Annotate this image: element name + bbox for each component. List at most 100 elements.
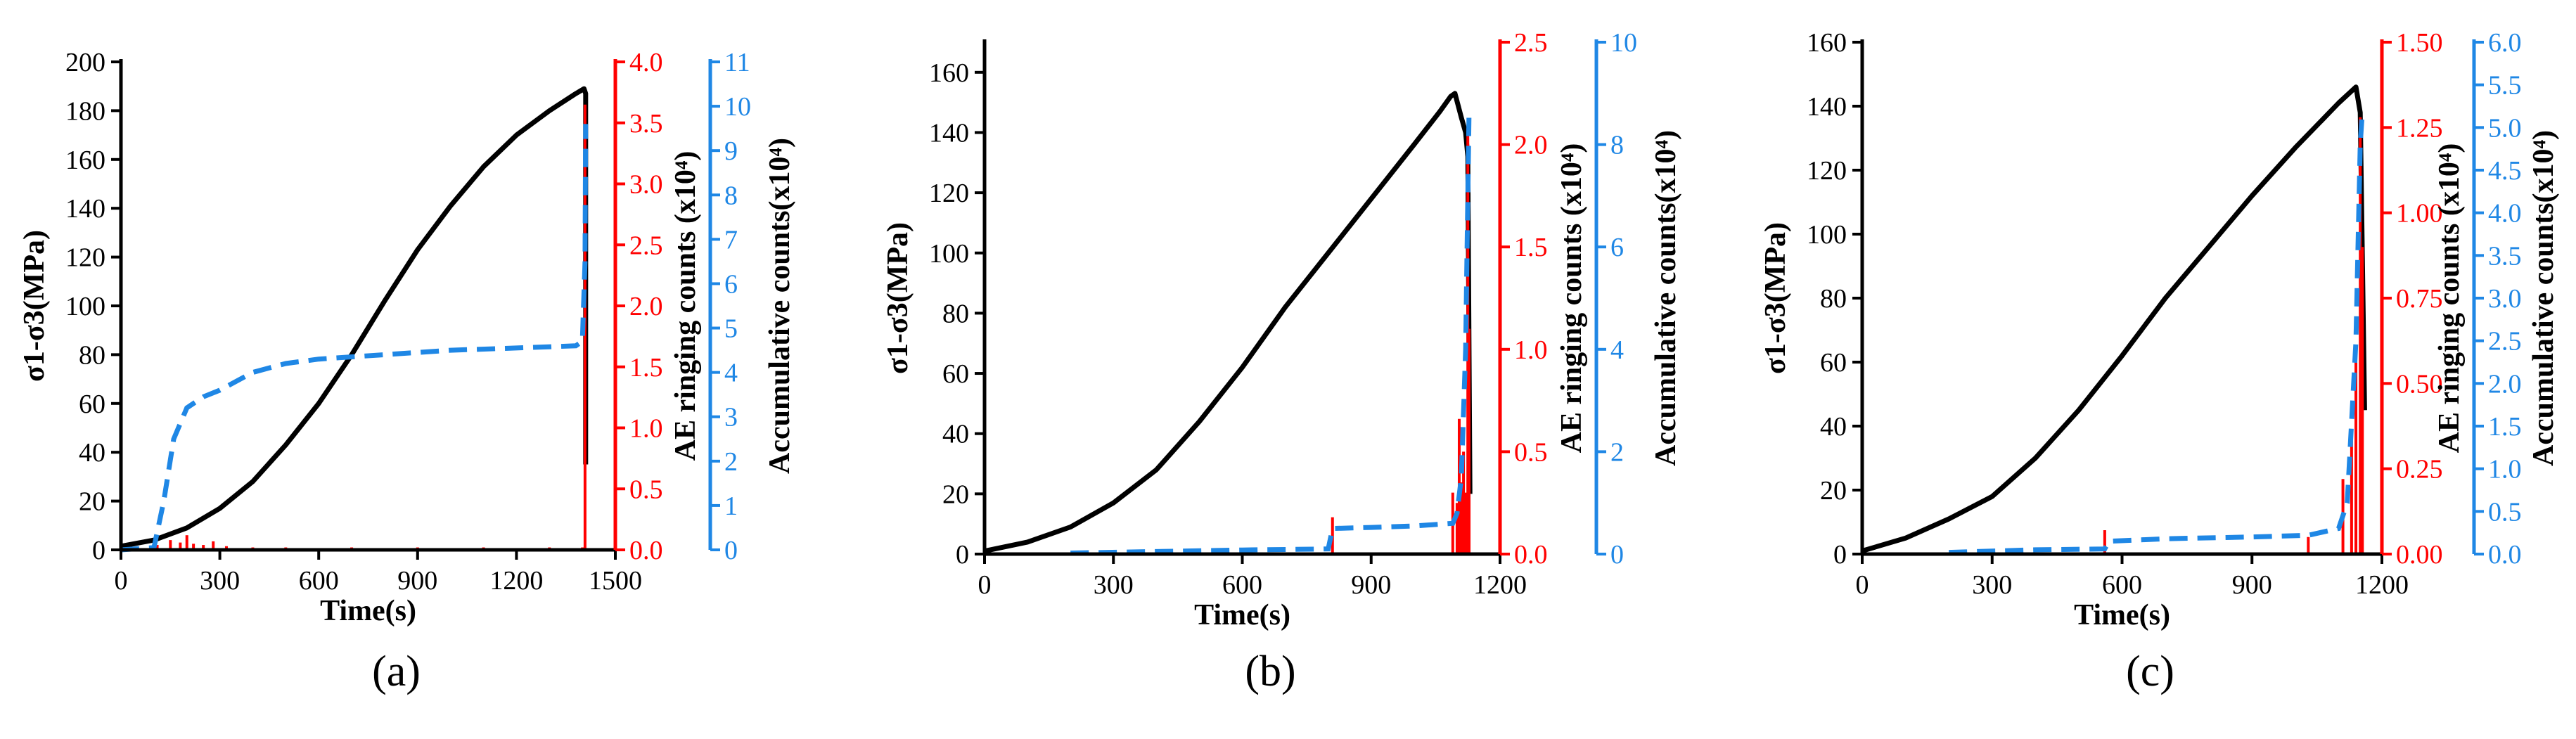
y3-tick-label: 2 [1610,437,1624,467]
y-axis-title: σ1-σ3(MPa) [1760,222,1792,374]
y-tick-label: 20 [79,487,105,517]
stress-curve [120,86,589,549]
y3-tick-label: 0 [724,536,738,565]
x-axis-title: Time(s) [320,595,416,627]
x-tick-label: 900 [1351,570,1391,600]
y-tick-label: 40 [942,420,969,449]
y3-tick-label: 1 [724,491,738,521]
y3-tick-label: 3.0 [2488,284,2522,314]
y3-tick-label: 8 [724,181,738,210]
chart-panel-b: 0 300 600 900 12000204060801001201401600.00.… [882,28,1682,695]
y-tick-label: 0 [956,540,969,570]
y3-tick-label: 4.0 [2488,199,2522,229]
y3-tick-label: 6.0 [2488,28,2522,58]
y3-tick-label: 8 [1610,131,1624,160]
y2-tick-label: 2.0 [1514,131,1548,160]
x-tick-label: 600 [2102,570,2142,600]
chart-panel-c: 0 300 600 900 1200 0 20 40 60 80 100 120 140 160 0.00 0… [1760,28,2560,695]
y3-tick-label: 6 [724,269,738,299]
y3-tick-label: 5.0 [2488,113,2522,143]
y2-tick-label: 2.0 [629,292,663,321]
y2-tick-label: 3.0 [629,170,663,200]
panel-label: (c) [2126,648,2174,695]
y2-tick-label: 1.0 [629,414,663,444]
panel-label: (b) [1245,648,1295,695]
y3-axis-title: Accumulative counts(x10⁴) [764,138,796,474]
y-tick-label: 120 [929,179,969,208]
y2-tick-label: 2.5 [1514,28,1548,58]
y-tick-label: 80 [1820,284,1847,314]
y2-tick-label: 1.00 [2396,199,2443,229]
y-tick-label: 80 [79,340,105,370]
y-axis-title: σ1-σ3(MPa) [18,230,51,382]
y3-tick-label: 0 [1610,540,1624,570]
x-tick-label: 1200 [2355,570,2409,600]
y-axis-title: σ1-σ3(MPa) [882,222,914,374]
y2-tick-label: 1.50 [2396,28,2443,58]
y-tick-label: 140 [65,194,105,224]
y2-axis-title: AE ringing counts (x10⁴) [1556,143,1588,454]
x-tick-label: 300 [200,566,240,596]
x-tick-label: 600 [1222,570,1262,600]
y-tick-label: 20 [1820,476,1847,506]
y-tick-label: 120 [65,243,105,273]
y-tick-label: 80 [942,299,969,328]
y-tick-label: 160 [1807,28,1847,58]
y-tick-label: 40 [79,438,105,468]
x-tick-label: 1500 [589,566,642,596]
y3-tick-label: 10 [724,92,751,122]
y3-axis-title: Accumulative counts(x10⁴) [2527,130,2560,466]
x-tick-label: 300 [1972,570,2012,600]
y-tick-label: 60 [1820,348,1847,378]
y3-tick-label: 4 [724,359,738,388]
y2-tick-label: 0.5 [629,475,663,504]
y-tick-label: 160 [65,146,105,175]
accumulative-counts-line [120,124,589,553]
y3-tick-label: 7 [724,225,738,255]
y3-tick-label: 1.5 [2488,412,2522,442]
y3-tick-label: 4.5 [2488,156,2522,186]
y2-tick-label: 0.25 [2396,455,2443,484]
x-axis-title: Time(s) [2074,599,2170,631]
x-tick-label: 900 [397,566,437,596]
y-tick-label: 0 [1833,540,1847,570]
accumulative-counts-line [1949,110,2365,555]
stress-curve [1861,84,2367,553]
y-tick-label: 200 [65,48,105,77]
accumulative-counts-line [1070,108,1472,555]
y-tick-label: 180 [65,96,105,126]
y3-tick-label: 5.5 [2488,71,2522,101]
y3-tick-label: 3.5 [2488,241,2522,271]
y3-tick-label: 11 [724,48,750,77]
y2-tick-label: 1.25 [2396,113,2443,143]
panel-label: (a) [372,648,421,695]
y2-axis-title: AE ringing counts (x10⁴) [669,151,702,461]
y2-tick-label: 1.5 [629,353,663,383]
x-tick-label: 300 [1094,570,1134,600]
y3-axis-title: Accumulative counts(x10⁴) [1650,130,1682,466]
chart-panel-a: 0 300 600 900 1200 15000204060801001201401601… [18,48,796,695]
y-tick-label: 140 [929,118,969,148]
y3-tick-label: 9 [724,136,738,166]
y3-tick-label: 2.5 [2488,327,2522,356]
y3-tick-label: 1.0 [2488,455,2522,484]
y2-tick-label: 1.0 [1514,335,1548,365]
y-tick-label: 120 [1807,156,1847,186]
x-axis-title: Time(s) [1194,599,1290,631]
x-tick-label: 900 [2232,570,2272,600]
y-tick-label: 0 [92,536,105,565]
y2-tick-label: 0.0 [629,536,663,565]
stress-curve [984,91,1473,554]
y3-tick-label: 2 [724,447,738,477]
y-tick-label: 60 [942,359,969,389]
y2-tick-label: 4.0 [629,48,663,77]
y2-tick-label: 2.5 [629,231,663,260]
y2-tick-label: 0.0 [1514,540,1548,570]
y2-tick-label: 3.5 [629,109,663,139]
x-tick-label: 0 [978,570,992,600]
y2-axis-title: AE ringing counts (x10⁴) [2433,143,2466,454]
y3-tick-label: 0.5 [2488,497,2522,527]
x-tick-label: 0 [1856,570,1869,600]
x-tick-label: 0 [115,566,128,596]
